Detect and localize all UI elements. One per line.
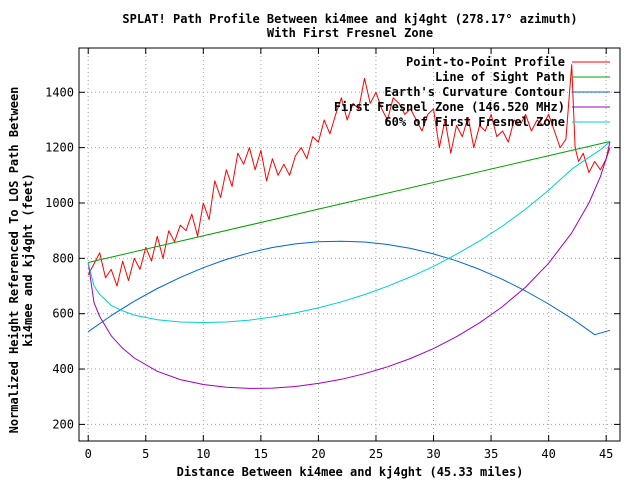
x-tick-label: 0 (85, 447, 92, 461)
legend-label-first-fresnel-zone-146-520-mhz: First Fresnel Zone (146.520 MHz) (334, 100, 565, 114)
series-line-first-fresnel-zone-146-520-mhz (87, 141, 611, 389)
y-tick-label: 200 (52, 417, 74, 431)
series-layer (87, 64, 611, 389)
y-tick-label: 800 (52, 251, 74, 265)
plot-frame (78, 47, 621, 442)
y-tick-label: 1400 (45, 85, 74, 99)
y-tick-label: 1000 (45, 196, 74, 210)
x-tick-label: 5 (142, 447, 149, 461)
x-tick-label: 30 (426, 447, 440, 461)
series-line-line-of-sight-path (88, 141, 611, 263)
x-tick-label: 15 (254, 447, 268, 461)
y-tick-label: 600 (52, 307, 74, 321)
chart-title: SPLAT! Path Profile Between ki4mee and k… (122, 12, 577, 26)
x-tick-label: 10 (196, 447, 210, 461)
chart-subtitle: With First Fresnel Zone (267, 26, 433, 40)
x-tick-label: 40 (541, 447, 555, 461)
y-axis-title-line2: ki4mee and kj4ght (feet) (21, 173, 35, 346)
tick-layer: 0 5 10 15 20 25 30 35 40 45 200 400 600 800 1000 1200 14… (45, 48, 620, 461)
grid-layer (79, 48, 620, 441)
y-tick-label: 1200 (45, 141, 74, 155)
x-tick-label: 20 (311, 447, 325, 461)
x-axis-title: Distance Between ki4mee and kj4ght (45.3… (177, 465, 524, 479)
y-axis-title-line1: Normalized Height Referenced To LOS Path… (7, 87, 21, 434)
series-line-earth-s-curvature-contour (87, 240, 611, 336)
y-tick-label: 400 (52, 362, 74, 376)
series-line-point-to-point-profile (87, 64, 611, 287)
series-line-60-of-first-fresnel-zone (87, 141, 611, 323)
legend-label-point-to-point-profile: Point-to-Point Profile (406, 55, 565, 69)
legend-label-earth-s-curvature-contour: Earth's Curvature Contour (384, 85, 565, 99)
x-tick-label: 25 (369, 447, 383, 461)
x-tick-label: 45 (599, 447, 613, 461)
legend-label-60-of-first-fresnel-zone: 60% of First Fresnel Zone (384, 115, 565, 129)
x-tick-label: 35 (484, 447, 498, 461)
legend-label-line-of-sight-path: Line of Sight Path (435, 70, 565, 84)
